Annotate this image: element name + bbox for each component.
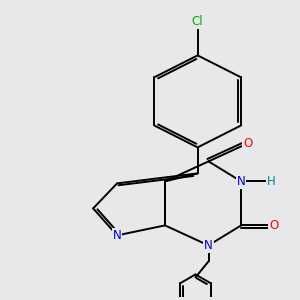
Text: Cl: Cl bbox=[192, 15, 203, 28]
Text: O: O bbox=[243, 137, 252, 150]
Text: H: H bbox=[267, 175, 276, 188]
Text: N: N bbox=[204, 239, 213, 252]
Text: N: N bbox=[113, 229, 122, 242]
Text: N: N bbox=[237, 175, 245, 188]
Text: O: O bbox=[269, 219, 278, 232]
